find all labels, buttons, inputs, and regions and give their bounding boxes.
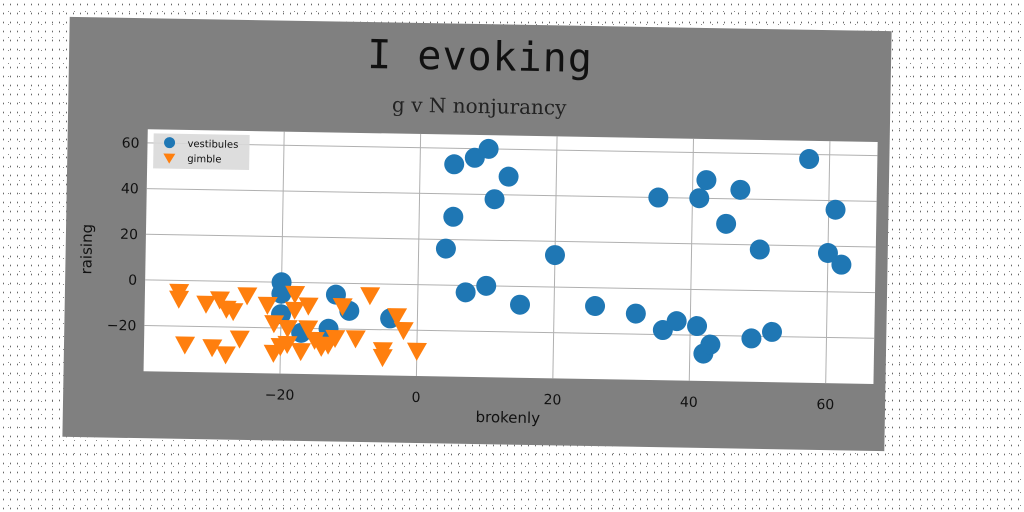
marker-vestibules-29 bbox=[831, 254, 852, 275]
marker-vestibules-6 bbox=[498, 166, 519, 187]
marker-gimble-3 bbox=[196, 295, 217, 314]
marker-gimble-31 bbox=[387, 308, 408, 327]
marker-vestibules-9 bbox=[510, 294, 531, 315]
x-axis-label: brokenly bbox=[475, 408, 540, 427]
marker-gimble-15 bbox=[277, 319, 298, 339]
y-grid-line-1 bbox=[145, 279, 876, 294]
legend-marker-gimble bbox=[163, 153, 176, 164]
marker-vestibules-13 bbox=[648, 187, 669, 208]
marker-gimble-4 bbox=[202, 339, 223, 358]
marker-vestibules-11 bbox=[585, 296, 606, 317]
marker-gimble-12 bbox=[264, 315, 285, 334]
y-tick-label-3: 40 bbox=[121, 181, 139, 197]
marker-gimble-33 bbox=[406, 342, 427, 361]
y-tick-label-2: 20 bbox=[120, 227, 138, 243]
x-grid-line-3 bbox=[688, 138, 694, 381]
marker-vestibules-2 bbox=[444, 154, 465, 175]
x-tick-label-2: 20 bbox=[543, 392, 561, 408]
marker-vestibules-8 bbox=[476, 275, 497, 296]
marker-vestibules-19 bbox=[696, 170, 717, 191]
marker-gimble-25 bbox=[325, 329, 346, 349]
legend-box bbox=[153, 133, 250, 171]
legend-label-vestibules: vestibules bbox=[187, 139, 238, 151]
marker-gimble-7 bbox=[215, 346, 236, 365]
marker-gimble-28 bbox=[360, 287, 381, 306]
grid-lines bbox=[144, 131, 878, 384]
marker-vestibules-7 bbox=[455, 282, 476, 303]
y-axis-label: raising bbox=[77, 224, 96, 275]
marker-gimble-2 bbox=[175, 336, 196, 355]
marker-vestibules-21 bbox=[716, 213, 737, 234]
marker-gimble-32 bbox=[393, 321, 414, 341]
marker-gimble-26 bbox=[332, 298, 353, 317]
marker-gimble-1 bbox=[169, 290, 190, 309]
marker-vestibules-15 bbox=[666, 311, 687, 332]
marker-gimble-21 bbox=[298, 320, 319, 339]
y-tick-label-4: 60 bbox=[122, 135, 140, 151]
scatter-plot: −20 0 20 40 60 −20 0 20 40 60 vestibules gimble b… bbox=[77, 129, 878, 427]
marker-gimble-5 bbox=[210, 291, 231, 310]
marker-gimble-20 bbox=[298, 297, 319, 316]
marker-gimble-8 bbox=[223, 302, 244, 322]
marker-vestibules-16 bbox=[687, 316, 708, 337]
marker-vestibules-4 bbox=[478, 138, 499, 159]
data-markers bbox=[169, 138, 852, 368]
marker-gimble-27 bbox=[345, 330, 366, 349]
marker-vestibules-1 bbox=[443, 206, 464, 227]
marker-vestibules-0 bbox=[435, 238, 456, 259]
marker-vestibules-5 bbox=[484, 189, 505, 210]
chart-figure: I evoking g v N nonjurancy −20 0 20 40 60 −20… bbox=[62, 16, 892, 452]
marker-vestibules-28 bbox=[825, 199, 846, 220]
marker-gimble-9 bbox=[229, 330, 250, 349]
marker-gimble-16 bbox=[277, 335, 298, 355]
x-tick-label-3: 40 bbox=[680, 395, 698, 411]
marker-gimble-17 bbox=[285, 285, 306, 304]
marker-vestibules-24 bbox=[749, 239, 770, 260]
legend: vestibules gimble bbox=[153, 133, 250, 171]
x-tick-label-1: 0 bbox=[411, 390, 420, 406]
marker-vestibules-12 bbox=[625, 303, 646, 324]
marker-gimble-30 bbox=[372, 348, 393, 368]
y-tick-label-1: 0 bbox=[128, 273, 137, 289]
marker-vestibules-27 bbox=[817, 242, 838, 263]
marker-vestibules-22 bbox=[730, 179, 751, 200]
marker-vestibules-17 bbox=[689, 188, 710, 209]
legend-marker-vestibules bbox=[164, 137, 176, 149]
x-grid-line-0 bbox=[279, 131, 285, 374]
marker-gimble-10 bbox=[237, 287, 258, 306]
marker-vestibules-25 bbox=[761, 321, 782, 342]
x-tick-label-0: −20 bbox=[265, 387, 295, 404]
marker-vestibules-23 bbox=[741, 328, 762, 349]
marker-vestibules-10 bbox=[544, 245, 565, 266]
marker-vestibules-20 bbox=[700, 334, 721, 355]
marker-gimble-19 bbox=[290, 342, 311, 362]
y-grid-line-4 bbox=[147, 142, 878, 157]
axis-ticks: −20 0 20 40 60 −20 0 20 40 60 bbox=[107, 135, 835, 413]
marker-gimble-18 bbox=[284, 301, 305, 320]
x-grid-line-1 bbox=[415, 133, 422, 376]
x-tick-label-4: 60 bbox=[816, 397, 834, 413]
legend-label-gimble: gimble bbox=[187, 154, 221, 166]
marker-vestibules-26 bbox=[799, 149, 820, 170]
marker-gimble-11 bbox=[257, 296, 278, 315]
y-tick-label-0: −20 bbox=[107, 318, 137, 335]
y-grid-line-3 bbox=[146, 188, 877, 202]
